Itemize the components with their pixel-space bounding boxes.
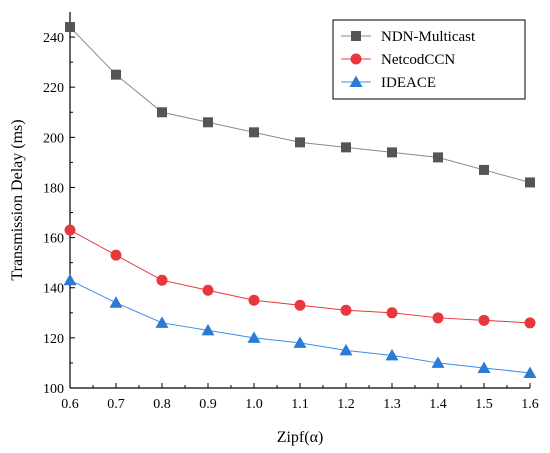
x-tick-label: 1.6 — [521, 397, 539, 412]
data-point — [294, 299, 306, 311]
x-tick-label: 1.3 — [383, 397, 401, 412]
data-point — [433, 152, 443, 163]
data-point — [341, 142, 351, 153]
x-tick-label: 1.2 — [337, 397, 355, 412]
legend-marker — [349, 75, 363, 87]
data-point — [202, 284, 214, 296]
data-point — [432, 312, 444, 324]
x-axis-title: Zipf(α) — [277, 429, 324, 446]
x-tick-label: 1.4 — [429, 397, 447, 412]
data-point — [201, 323, 215, 336]
legend-marker — [351, 31, 361, 41]
x-tick-label: 1.0 — [245, 397, 263, 412]
data-point — [156, 274, 168, 286]
legend-label: NDN-Multicast — [381, 29, 476, 45]
data-point — [111, 69, 121, 80]
y-tick-label: 160 — [43, 232, 64, 247]
data-point — [109, 296, 123, 308]
data-point — [248, 294, 260, 306]
data-point — [247, 331, 261, 343]
legend: NDN-Multicast NetcodCCN IDEACE — [332, 19, 526, 100]
data-point — [155, 316, 169, 328]
series-ideace — [63, 273, 537, 378]
plot-area: 100 120 140 160 180 200 220 240 0.6 0.7 0.8 0.9 1.0 1… — [43, 12, 539, 412]
y-tick-label: 140 — [43, 282, 64, 297]
legend-item: IDEACE — [341, 75, 436, 91]
data-point — [524, 317, 536, 329]
y-tick-label: 180 — [43, 181, 64, 196]
x-tick-label: 1.5 — [475, 397, 493, 412]
data-point — [386, 307, 398, 319]
y-tick-label: 100 — [43, 382, 64, 397]
series-ndn-multicast — [65, 22, 535, 188]
y-axis-title: Transmission Delay (ms) — [9, 119, 26, 280]
y-tick-label: 220 — [43, 81, 64, 96]
x-tick-label: 0.7 — [107, 397, 125, 412]
y-tick-label: 240 — [43, 31, 64, 46]
data-point — [63, 273, 77, 286]
data-point — [431, 356, 445, 368]
data-point — [64, 224, 76, 236]
legend-item: NDN-Multicast — [341, 29, 476, 45]
data-point — [339, 343, 353, 356]
data-point — [110, 249, 122, 261]
data-point — [479, 164, 489, 175]
data-point — [387, 147, 397, 158]
data-point — [203, 117, 213, 128]
data-point — [293, 336, 307, 348]
data-point — [385, 348, 399, 361]
data-point — [477, 361, 491, 373]
series-netcodccn — [64, 224, 536, 329]
y-tick-label: 120 — [43, 332, 64, 347]
x-tick-label: 0.6 — [61, 397, 79, 412]
data-point — [523, 366, 537, 378]
data-point — [249, 127, 259, 138]
legend-item: NetcodCCN — [341, 52, 455, 68]
data-point — [340, 304, 352, 316]
series-line — [69, 279, 531, 374]
legend-marker — [350, 53, 362, 65]
x-tick-label: 0.9 — [199, 397, 217, 412]
x-tick-label: 1.1 — [291, 397, 309, 412]
data-point — [525, 177, 535, 188]
data-point — [65, 22, 75, 33]
data-point — [295, 137, 305, 148]
y-tick-label: 200 — [43, 131, 64, 146]
legend-label: IDEACE — [381, 75, 436, 91]
data-point — [478, 314, 490, 326]
legend-label: NetcodCCN — [381, 52, 455, 68]
x-tick-label: 0.8 — [153, 397, 171, 412]
data-point — [157, 107, 167, 118]
